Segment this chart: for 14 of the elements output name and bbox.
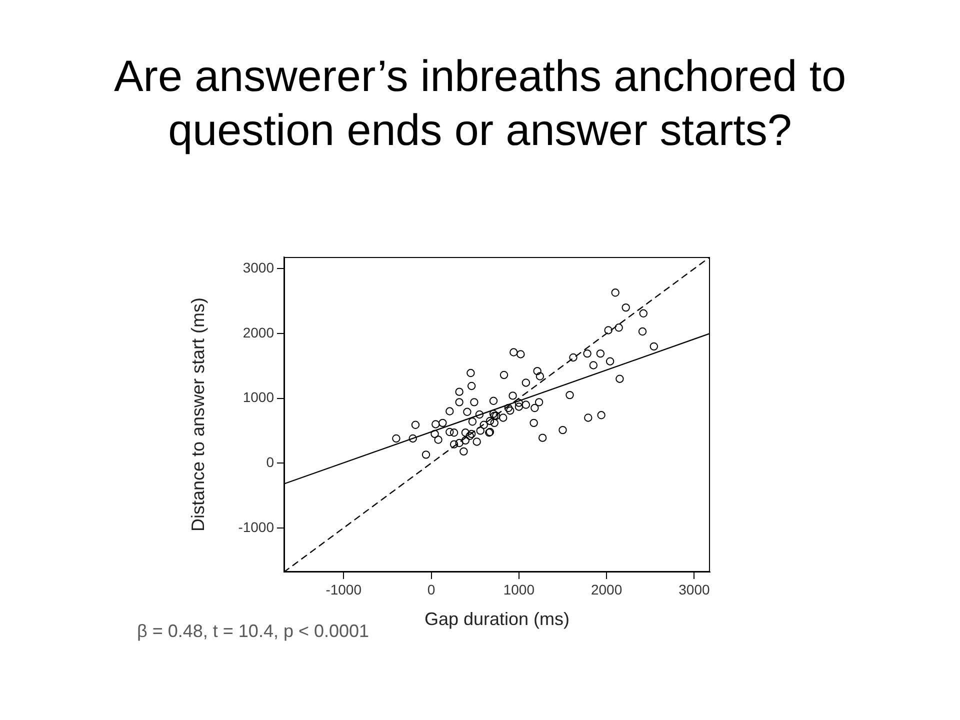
x-tick-label: 3000 <box>678 581 710 598</box>
x-axis-title: Gap duration (ms) <box>424 609 570 630</box>
y-tick-label: 3000 <box>242 260 274 276</box>
x-tick-label: 2000 <box>590 581 622 598</box>
y-tick-label: -1000 <box>238 518 274 535</box>
y-tick-label: 0 <box>266 454 274 470</box>
x-tick-label: 1000 <box>503 581 535 598</box>
y-tick-label: 2000 <box>242 324 274 340</box>
y-tick-label: 1000 <box>242 389 274 406</box>
text: β = 0.48, t = 10.4, p < 0.0001 <box>137 621 370 642</box>
x-tick-label: 0 <box>427 581 436 598</box>
chart-title: Are answerer’s inbreaths anchored to question ends or answer starts? <box>112 51 848 157</box>
x-tick-label: -1000 <box>326 581 362 598</box>
y-axis-title: Distance to answer start (ms) <box>188 297 208 532</box>
